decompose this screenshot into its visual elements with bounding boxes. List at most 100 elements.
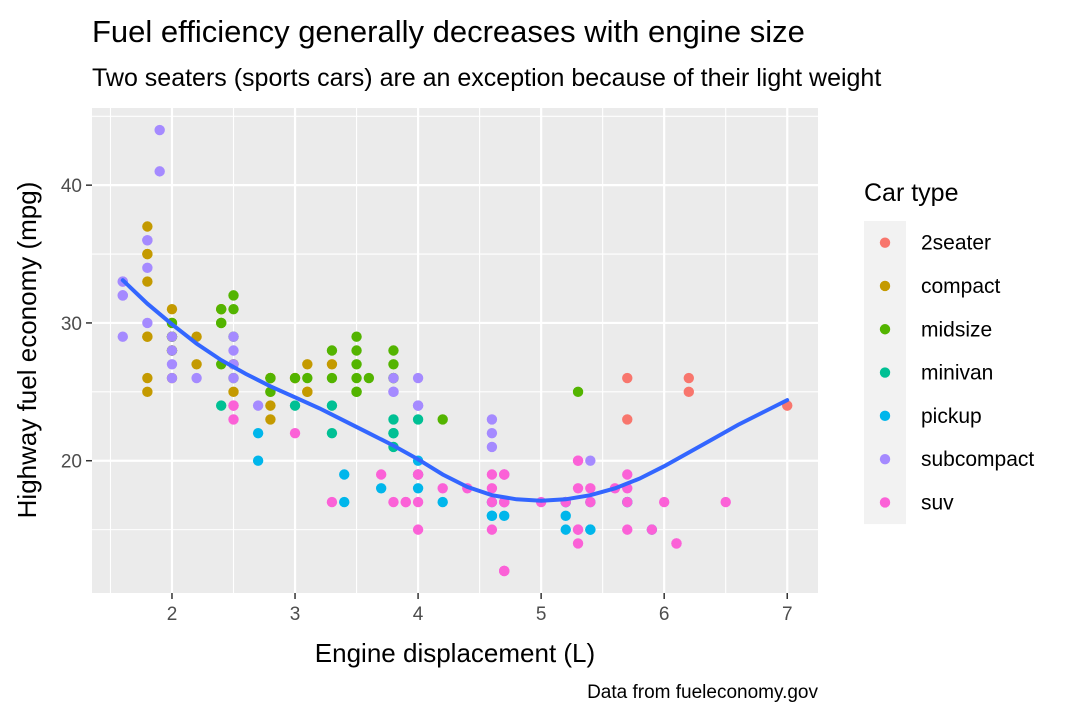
data-point-suv: [585, 496, 596, 508]
legend-key-minivan: [879, 367, 891, 378]
data-point-suv: [671, 538, 682, 549]
data-point-suv: [622, 469, 633, 480]
data-point-compact: [302, 359, 313, 370]
legend-key-2seater: [879, 237, 891, 248]
data-point-subcompact: [228, 372, 239, 384]
data-point-subcompact: [166, 372, 178, 384]
data-point-midsize: [351, 345, 362, 356]
trend-line: [120, 278, 790, 503]
data-point-minivan: [289, 400, 301, 411]
data-point-suv: [658, 496, 670, 508]
data-point-2seater: [683, 386, 694, 398]
data-point-pickup: [499, 510, 510, 522]
data-point-compact: [265, 400, 276, 411]
data-point-midsize: [572, 386, 584, 398]
data-point-midsize: [228, 303, 239, 315]
data-point-midsize: [351, 386, 362, 398]
data-point-midsize: [289, 372, 301, 384]
data-point-suv: [646, 524, 658, 535]
x-tick-label: 5: [536, 604, 547, 625]
data-point-suv: [622, 524, 633, 535]
data-point-pickup: [486, 510, 498, 522]
data-point-pickup: [585, 524, 596, 535]
data-point-subcompact: [388, 386, 399, 398]
data-points: [117, 124, 793, 577]
data-point-subcompact: [585, 455, 596, 466]
data-point-suv: [572, 483, 584, 494]
data-point-2seater: [683, 372, 694, 384]
data-point-suv: [228, 414, 239, 425]
data-point-suv: [486, 524, 498, 535]
data-point-minivan: [216, 400, 227, 411]
data-point-suv: [720, 496, 731, 508]
data-point-midsize: [216, 317, 227, 329]
data-point-suv: [228, 400, 239, 411]
data-point-compact: [142, 372, 153, 384]
data-point-subcompact: [166, 345, 178, 356]
data-point-pickup: [437, 496, 448, 508]
data-point-compact: [326, 359, 338, 370]
legend-label-midsize: midsize: [921, 318, 992, 341]
data-point-suv: [412, 496, 424, 508]
data-point-subcompact: [166, 331, 178, 342]
data-point-midsize: [351, 372, 362, 384]
data-point-suv: [572, 538, 584, 549]
legend-key-pickup: [879, 410, 891, 422]
data-point-subcompact: [388, 372, 399, 384]
data-point-subcompact: [486, 441, 498, 453]
data-point-subcompact: [117, 290, 128, 301]
data-point-compact: [142, 331, 153, 342]
data-point-subcompact: [142, 262, 153, 274]
data-point-midsize: [388, 345, 399, 356]
data-point-suv: [412, 469, 424, 480]
data-point-pickup: [339, 496, 350, 508]
data-point-midsize: [363, 372, 375, 384]
data-point-subcompact: [486, 414, 498, 425]
x-axis-label: Engine displacement (L): [315, 638, 595, 668]
data-point-suv: [622, 496, 633, 508]
data-point-subcompact: [166, 359, 178, 370]
data-point-suv: [572, 455, 584, 466]
chart-subtitle: Two seaters (sports cars) are an excepti…: [92, 64, 881, 92]
legend-label-2seater: 2seater: [921, 232, 991, 255]
data-point-suv: [375, 469, 387, 480]
data-point-suv: [400, 496, 411, 508]
data-point-suv: [499, 469, 510, 480]
legend-label-minivan: minivan: [921, 362, 993, 385]
data-point-midsize: [351, 331, 362, 342]
data-point-subcompact: [154, 124, 165, 136]
data-point-subcompact: [191, 372, 202, 384]
data-point-subcompact: [154, 166, 165, 177]
chart-title: Fuel efficiency generally decreases with…: [92, 14, 805, 49]
data-point-suv: [326, 496, 338, 508]
data-point-compact: [191, 359, 202, 370]
data-point-midsize: [216, 303, 227, 315]
data-point-pickup: [412, 483, 424, 494]
data-point-suv: [585, 483, 596, 494]
data-point-compact: [142, 248, 153, 260]
data-point-minivan: [326, 427, 338, 439]
data-point-pickup: [560, 524, 571, 535]
data-point-2seater: [622, 372, 633, 384]
data-point-subcompact: [117, 331, 128, 342]
data-point-compact: [142, 386, 153, 398]
data-point-midsize: [351, 359, 362, 370]
plot-panel: [92, 108, 818, 593]
legend-key-midsize: [879, 324, 891, 335]
y-tick-label: 30: [61, 314, 82, 335]
data-point-compact: [142, 221, 153, 232]
data-point-minivan: [388, 414, 399, 425]
legend-title: Car type: [864, 179, 958, 207]
data-point-midsize: [228, 290, 239, 301]
data-point-compact: [302, 386, 313, 398]
data-point-subcompact: [412, 372, 424, 384]
y-axis-label: Highway fuel economy (mpg): [12, 182, 42, 519]
legend-items: 2seater compact midsize minivan pickup subcom…: [864, 221, 1034, 525]
data-point-subcompact: [486, 427, 498, 439]
data-point-subcompact: [412, 400, 424, 411]
y-axis: 20 30 40: [61, 176, 92, 473]
data-point-pickup: [339, 469, 350, 480]
x-tick-label: 2: [167, 604, 178, 625]
x-tick-label: 4: [413, 604, 424, 625]
